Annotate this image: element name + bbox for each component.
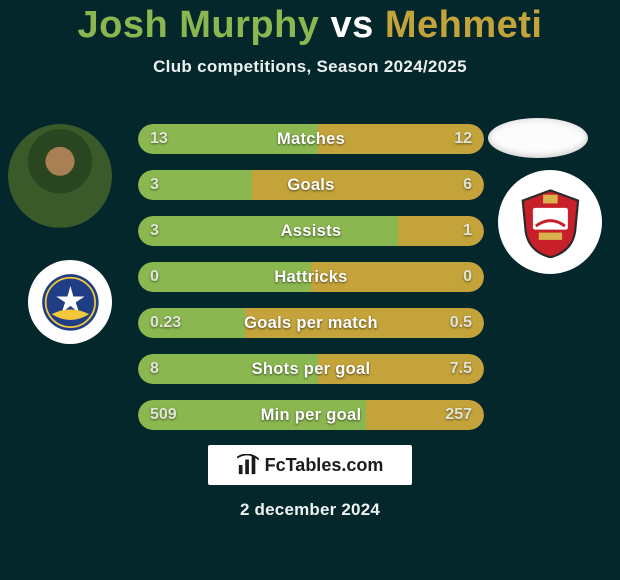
- logo-text: FcTables.com: [265, 455, 384, 476]
- stat-row: 1312Matches: [138, 124, 484, 154]
- portsmouth-crest-icon: [41, 273, 100, 332]
- player2-photo-placeholder: [488, 118, 588, 158]
- stat-label: Matches: [138, 124, 484, 154]
- title-player2: Mehmeti: [385, 4, 543, 46]
- player2-club-crest: [498, 170, 602, 274]
- stat-row: 87.5Shots per goal: [138, 354, 484, 384]
- stat-row: 0.230.5Goals per match: [138, 308, 484, 338]
- title-vs: vs: [331, 4, 374, 46]
- player1-club-crest: [28, 260, 112, 344]
- stats-panel: 1312Matches 36Goals 31Assists 00Hattricks 0.…: [138, 124, 484, 446]
- player1-photo: [8, 124, 112, 228]
- stat-label: Min per goal: [138, 400, 484, 430]
- stat-row: 00Hattricks: [138, 262, 484, 292]
- stat-row: 36Goals: [138, 170, 484, 200]
- bar-chart-icon: [237, 454, 259, 476]
- page-title: Josh Murphy vs Mehmeti: [77, 4, 542, 47]
- subtitle: Club competitions, Season 2024/2025: [0, 57, 620, 77]
- stat-label: Hattricks: [138, 262, 484, 292]
- stat-label: Shots per goal: [138, 354, 484, 384]
- stat-label: Goals: [138, 170, 484, 200]
- stat-row: 31Assists: [138, 216, 484, 246]
- stat-row: 509257Min per goal: [138, 400, 484, 430]
- bristol-city-crest-icon: [514, 186, 587, 259]
- title-block: Josh Murphy vs Mehmeti Club competitions…: [0, 0, 620, 77]
- footer-date: 2 december 2024: [0, 500, 620, 520]
- fctables-logo: FcTables.com: [208, 445, 412, 485]
- title-player1: Josh Murphy: [77, 4, 319, 46]
- stat-label: Assists: [138, 216, 484, 246]
- stat-label: Goals per match: [138, 308, 484, 338]
